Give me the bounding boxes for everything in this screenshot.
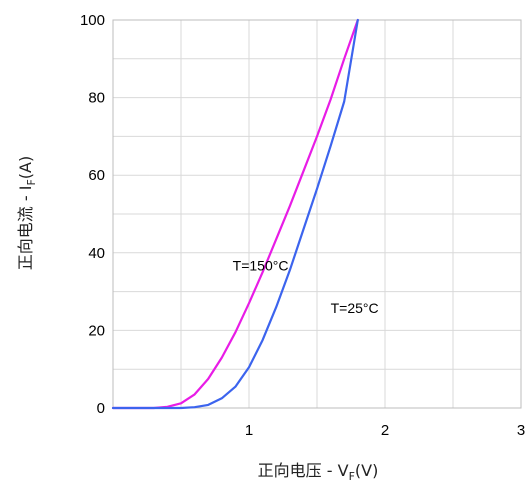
y-tick-label: 0: [97, 400, 105, 417]
y-tick-label: 80: [88, 90, 105, 107]
series-line-t150: [111, 18, 359, 410]
annotation-t25: T=25°C: [331, 300, 379, 316]
grid: [112, 19, 522, 409]
x-tick-label: 3: [517, 422, 525, 439]
y-tick-label: 60: [88, 167, 105, 184]
y-tick-label: 100: [80, 12, 105, 29]
y-tick-label: 40: [88, 245, 105, 262]
plot-frame: [112, 19, 522, 409]
tick-labels: 0 20 40 60 80 100 1 2 3: [80, 12, 525, 439]
x-axis-title: 正向电压 - VF(V): [258, 461, 379, 483]
x-tick-label: 1: [245, 422, 253, 439]
annotations: T=150°C T=25°C: [233, 257, 379, 316]
y-axis-title: 正向电流 - IF(A): [16, 156, 38, 270]
annotation-t150: T=150°C: [233, 257, 289, 273]
x-tick-label: 2: [381, 422, 389, 439]
series-line-t25: [111, 18, 359, 410]
series-lines: [111, 18, 359, 410]
y-tick-label: 20: [88, 322, 105, 339]
